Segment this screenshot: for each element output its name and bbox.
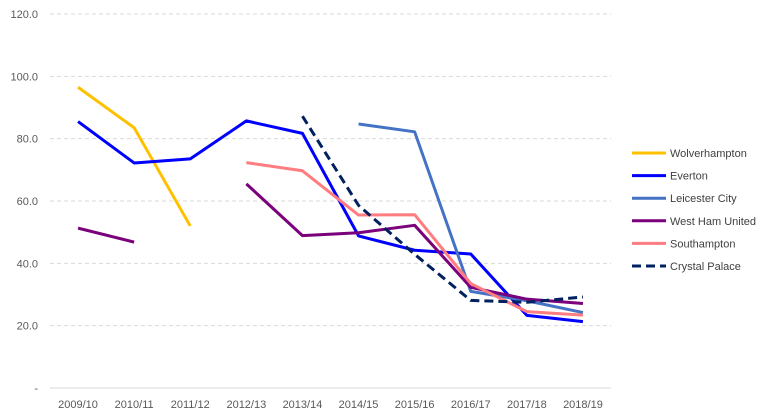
- x-tick-label: 2014/15: [339, 399, 379, 411]
- legend-item: Leicester City: [632, 193, 737, 205]
- series-line-segment: [246, 161, 584, 317]
- x-tick-label: 2017/18: [507, 399, 547, 411]
- gridlines: [50, 13, 611, 389]
- series-wolverhampton: [77, 86, 192, 227]
- series-line-segment: [358, 122, 584, 315]
- x-tick-label: 2010/11: [115, 399, 154, 411]
- series-line-segment: [77, 86, 192, 227]
- y-tick-label: 60.0: [17, 196, 38, 208]
- series-crystal-palace: [301, 115, 584, 304]
- series-line-segment: [77, 119, 584, 324]
- legend-label: Leicester City: [670, 193, 737, 205]
- x-tick-label: 2018/19: [563, 399, 603, 411]
- series-line-segment: [301, 115, 584, 304]
- x-tick-label: 2012/13: [226, 399, 266, 411]
- legend-label: West Ham United: [670, 216, 756, 228]
- x-tick-label: 2015/16: [395, 399, 435, 411]
- y-axis-tick-labels: - 20.0 40.0 60.0 80.0 100.0 120.0: [10, 9, 38, 395]
- x-tick-label: 2009/10: [58, 399, 98, 411]
- x-tick-label: 2013/14: [283, 399, 323, 411]
- y-tick-label: 80.0: [17, 134, 38, 146]
- legend-label: Everton: [670, 171, 708, 183]
- legend-item: Crystal Palace: [632, 261, 741, 273]
- series-line-segment: [77, 226, 135, 244]
- x-axis-tick-labels: 2009/10 2010/11 2011/12 2012/13 2013/14 2014/…: [58, 399, 603, 411]
- y-tick-label: -: [34, 383, 38, 395]
- series-southampton: [246, 161, 584, 317]
- series-everton: [77, 119, 584, 324]
- series-lines: [77, 86, 584, 324]
- legend-label: Wolverhampton: [670, 148, 747, 160]
- y-tick-label: 40.0: [17, 258, 38, 270]
- series-west-ham-united: [77, 182, 584, 306]
- legend: Wolverhampton Everton Leicester City West H…: [632, 148, 756, 273]
- y-tick-label: 20.0: [17, 321, 38, 333]
- x-tick-label: 2016/17: [451, 399, 491, 411]
- legend-item: Southampton: [632, 238, 735, 250]
- series-line-segment: [245, 182, 584, 306]
- legend-item: Everton: [632, 171, 708, 183]
- legend-label: Southampton: [670, 238, 735, 250]
- legend-label: Crystal Palace: [670, 261, 741, 273]
- legend-item: Wolverhampton: [632, 148, 747, 160]
- y-tick-label: 120.0: [10, 9, 38, 21]
- y-tick-label: 100.0: [10, 71, 38, 83]
- x-tick-label: 2011/12: [171, 399, 210, 411]
- series-leicester-city: [358, 122, 584, 315]
- legend-item: West Ham United: [632, 216, 756, 228]
